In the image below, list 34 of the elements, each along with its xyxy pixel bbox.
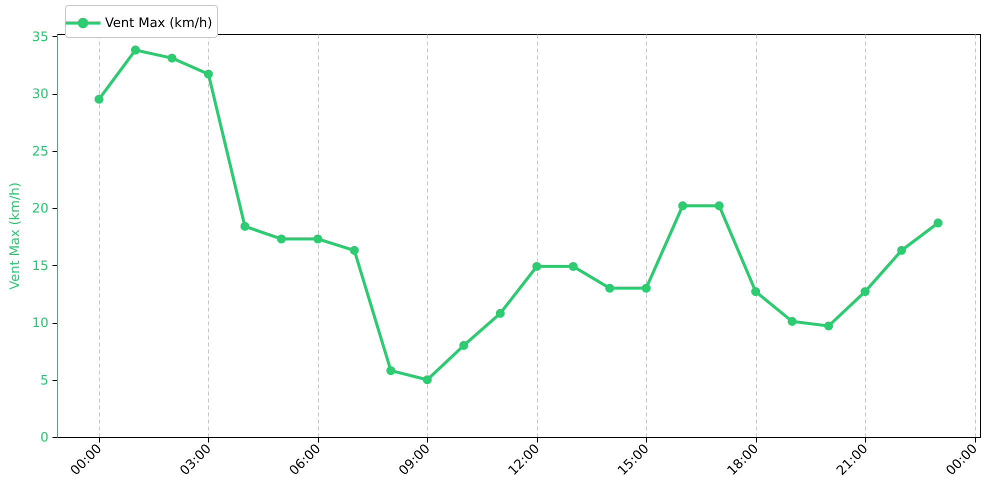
point: [386, 366, 396, 376]
point: [897, 246, 906, 255]
point: [605, 284, 614, 293]
y-axis-title: Vent Max (km/h): [8, 182, 23, 290]
point: [496, 308, 505, 318]
point: [350, 246, 359, 255]
point: [714, 201, 724, 210]
point: [642, 284, 651, 293]
point: [788, 316, 797, 326]
point: [313, 234, 322, 244]
y-tick-label: 35: [32, 30, 48, 45]
point: [94, 94, 104, 104]
point: [167, 54, 176, 63]
point: [860, 287, 870, 296]
y-tick-label: 10: [32, 316, 48, 332]
point: [130, 46, 140, 54]
point: [459, 340, 468, 350]
point: [532, 262, 542, 271]
y-tick-label: 15: [32, 258, 48, 274]
legend-label: Vent Max (km/h): [105, 16, 212, 31]
point: [824, 321, 834, 330]
point: [204, 70, 213, 79]
y-tick-label: 20: [32, 202, 48, 217]
point: [568, 262, 578, 271]
point: [276, 234, 286, 244]
y-tick-label: 5: [40, 373, 48, 388]
point: [751, 287, 760, 296]
point: [240, 222, 250, 231]
y-tick-label: 25: [32, 144, 48, 160]
point: [934, 218, 943, 228]
point: [422, 375, 432, 384]
point: [678, 201, 688, 210]
y-tick-label: 0: [40, 430, 48, 446]
y-tick-label: 30: [32, 87, 48, 102]
